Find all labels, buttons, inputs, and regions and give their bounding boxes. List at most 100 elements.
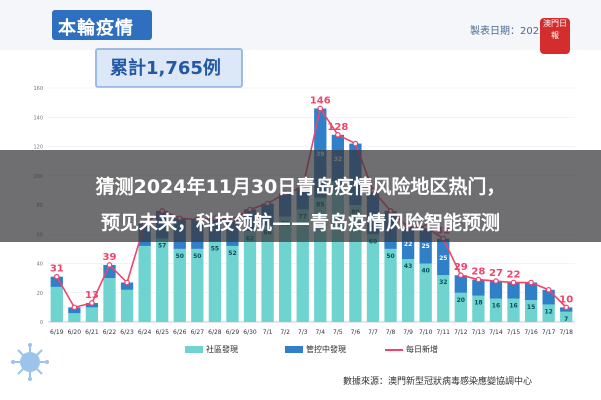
data-label-community: 50 [386, 253, 394, 260]
data-label-managed: 25 [422, 243, 430, 250]
data-label-daily: 29 [454, 262, 468, 273]
daily-point [53, 273, 60, 280]
x-tick-label: 6/23 [120, 329, 134, 336]
headline-line-2: 预见未来，科技领航——青岛疫情风险智能预测 [100, 212, 500, 234]
virus-icon [11, 343, 49, 381]
bar-community [103, 278, 116, 322]
daily-point [475, 276, 482, 283]
x-tick-label: 7/6 [351, 329, 361, 336]
data-label-daily: 128 [327, 122, 348, 133]
data-label-community: 43 [404, 263, 412, 270]
headline-overlay [0, 150, 601, 242]
bar-managed [437, 238, 450, 276]
bar-managed [472, 279, 485, 296]
y-tick-label: 0 [40, 320, 43, 326]
bar-community [542, 304, 555, 322]
x-tick-label: 6/20 [68, 329, 82, 336]
legend-managed: 管控中發現 [285, 344, 346, 355]
data-label-daily: 31 [50, 264, 64, 275]
bar-managed [68, 307, 81, 314]
bar-community [524, 300, 538, 322]
x-tick-label: 7/17 [542, 329, 556, 336]
bar-community [138, 245, 151, 322]
x-tick-label: 7/9 [403, 329, 413, 336]
data-source: 數據來源：澳門新型冠狀病毒感染應變協調中心 [343, 377, 533, 387]
y-tick-label: 140 [33, 115, 43, 121]
data-label-community: 55 [211, 246, 219, 253]
data-label-daily: 146 [310, 95, 331, 106]
bar-community [489, 298, 503, 322]
legend-label-managed: 管控中發現 [306, 345, 346, 354]
bar-managed [120, 282, 134, 290]
daily-point [124, 279, 130, 286]
page-title: 本輪疫情 [58, 18, 134, 39]
daily-point [335, 132, 341, 138]
x-tick-label: 7/15 [507, 329, 521, 336]
bar-community [173, 248, 186, 322]
legend-swatch-managed [285, 346, 303, 353]
bar-managed [50, 276, 63, 287]
data-label-community: 32 [439, 279, 447, 286]
data-label-managed: 25 [439, 255, 447, 262]
legend-community: 社區發現 [185, 344, 238, 355]
data-label-daily: 28 [471, 267, 485, 278]
seal-text: 澳門日報 [543, 19, 567, 40]
data-label-managed: 22 [404, 241, 412, 248]
y-tick-label: 160 [33, 86, 43, 92]
daily-point [545, 287, 552, 293]
bar-community [261, 225, 274, 322]
data-label-daily: 13 [85, 290, 99, 301]
daily-point [71, 304, 78, 311]
data-label-community: 40 [422, 268, 430, 275]
title-badge [52, 10, 152, 40]
x-tick-label: 7/1 [263, 329, 273, 336]
x-tick-label: 7/7 [368, 329, 378, 336]
bar-community [279, 216, 292, 322]
data-label-daily: 39 [103, 252, 117, 263]
daily-point [317, 105, 324, 112]
bar-community [85, 307, 99, 322]
chart-date: 製表日期：2022.7.19 [470, 26, 571, 37]
x-tick-label: 6/28 [208, 329, 222, 336]
data-label-community: 50 [193, 253, 201, 260]
x-tick-label: 6/22 [103, 329, 117, 336]
bar-community [208, 241, 222, 322]
data-label-community: 16 [509, 303, 517, 310]
x-tick-label: 6/19 [50, 329, 64, 336]
newspaper-seal-logo: 澳門日報 [540, 18, 570, 54]
bar-community [243, 231, 257, 322]
x-tick-label: 7/11 [437, 329, 451, 336]
bar-community [401, 259, 415, 322]
bar-community [68, 313, 81, 322]
data-label-community: 12 [544, 308, 552, 315]
headline-line-1: 猜测2024年11月30日青岛疫情风险地区热门， [95, 176, 506, 198]
legend-swatch-daily [385, 348, 403, 351]
x-tick-label: 6/24 [138, 329, 152, 336]
x-tick-label: 6/30 [243, 329, 257, 336]
bar-community [507, 298, 520, 322]
x-tick-label: 7/10 [419, 329, 433, 336]
data-label-community: 20 [457, 297, 465, 304]
bar-community [191, 248, 204, 322]
x-tick-label: 7/16 [524, 329, 538, 336]
bar-community [437, 275, 450, 322]
x-tick-label: 7/8 [386, 329, 396, 336]
daily-point [493, 278, 499, 284]
total-count: 累計1,765例 [110, 58, 221, 79]
x-tick-label: 7/13 [472, 329, 486, 336]
bar-community [384, 248, 397, 322]
data-label-daily: 22 [507, 270, 521, 281]
data-label-community: 50 [176, 253, 184, 260]
bar-community [454, 292, 467, 322]
x-tick-label: 7/14 [489, 329, 503, 336]
bar-managed [489, 281, 503, 299]
data-label-daily: 10 [559, 294, 573, 305]
x-tick-label: 6/29 [226, 329, 240, 336]
bar-community [472, 295, 485, 322]
y-tick-label: 20 [37, 291, 43, 297]
bar-managed [507, 282, 520, 299]
data-label-community: 52 [228, 250, 236, 257]
legend-swatch-community [185, 346, 203, 353]
data-label-community: 16 [492, 303, 500, 310]
legend-daily: 每日新增 [385, 344, 438, 355]
